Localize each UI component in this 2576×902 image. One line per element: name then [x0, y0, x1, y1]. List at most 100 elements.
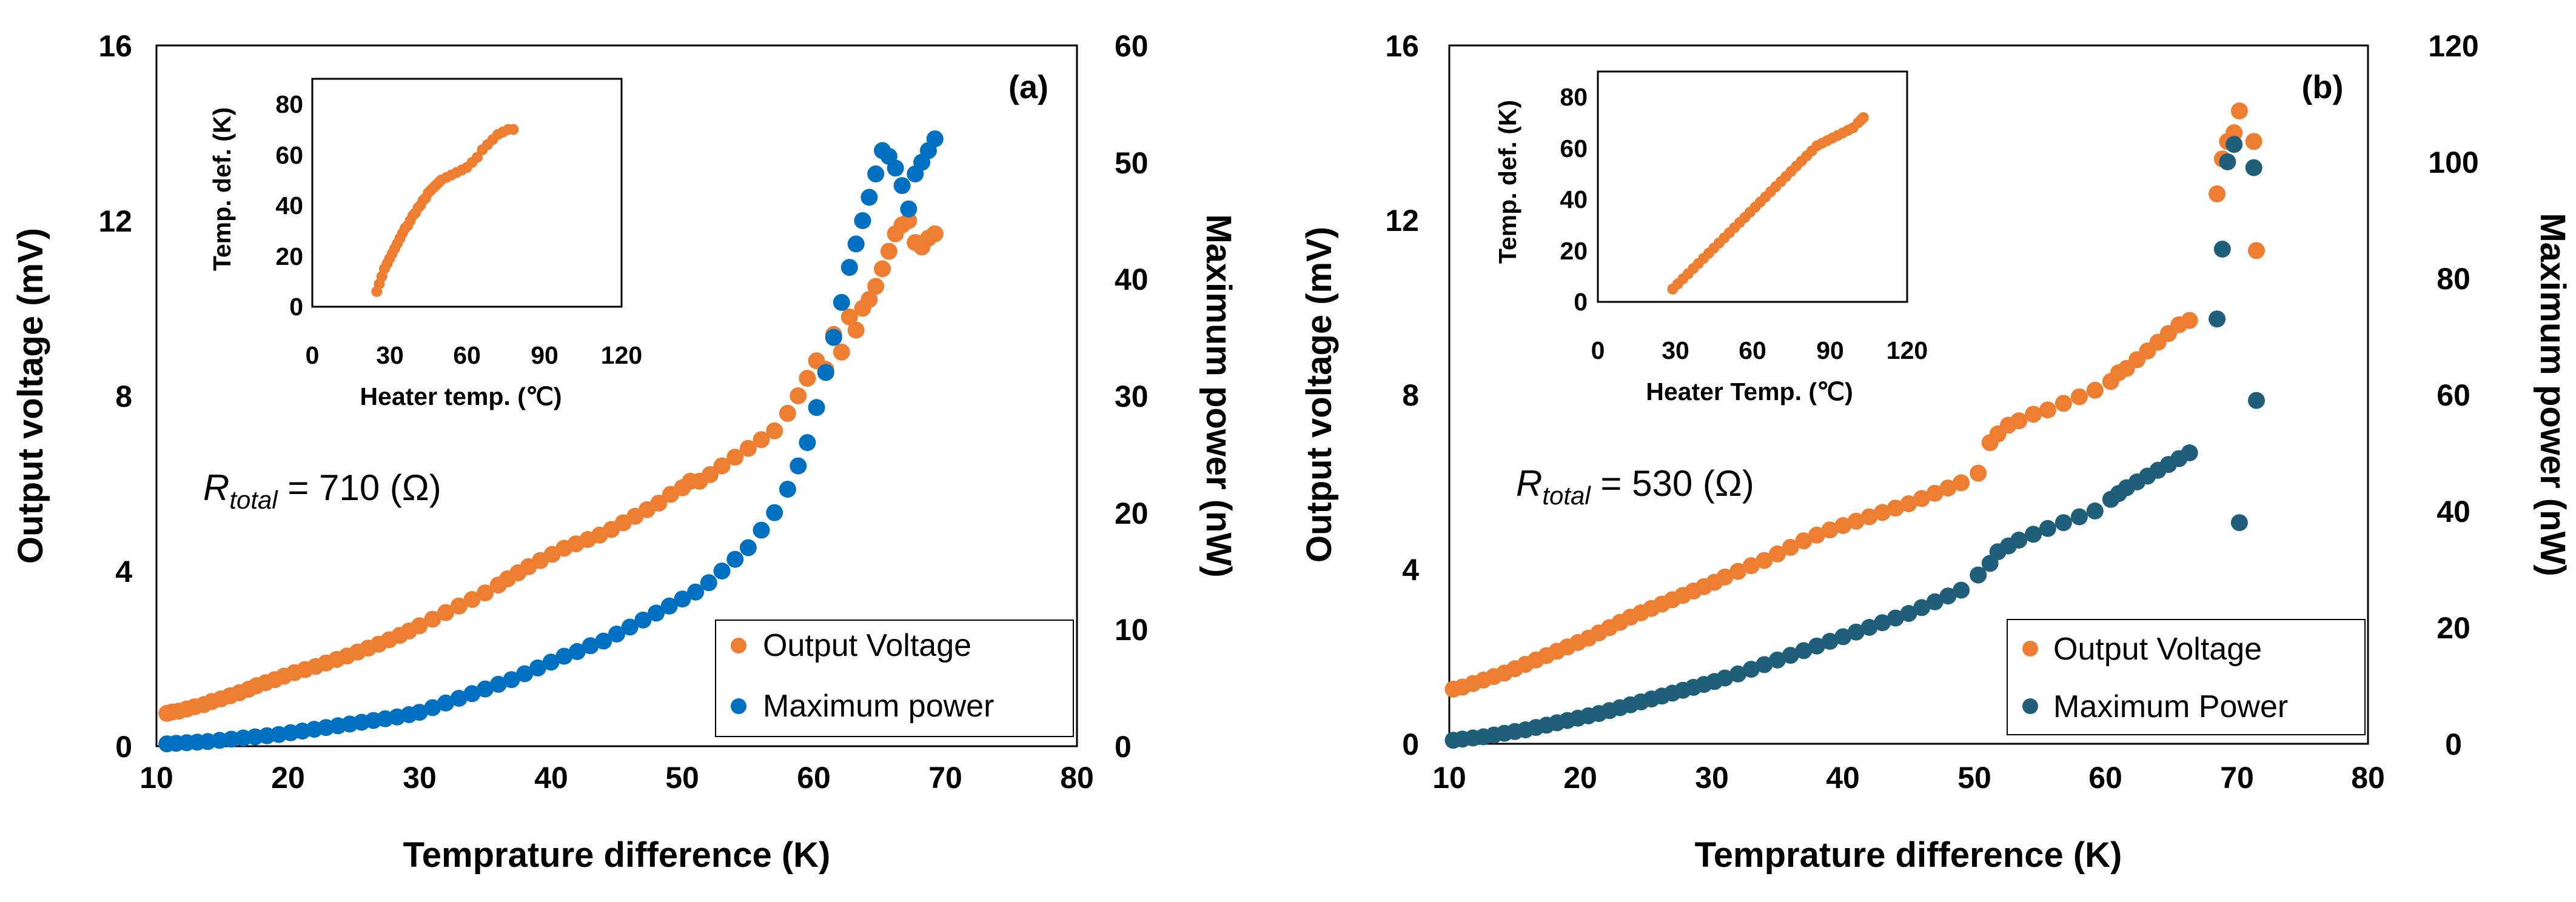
data-point-output-voltage: [2209, 185, 2226, 202]
data-point-maximum-power: [1913, 599, 1931, 616]
data-point-output-voltage: [860, 291, 878, 309]
y-left-axis-label: Output voltage (mV): [11, 228, 50, 564]
data-point-maximum-power: [1887, 609, 1904, 627]
data-point-maximum-power: [867, 165, 885, 182]
inset-y-tick: 80: [1560, 83, 1588, 111]
data-point-maximum-power: [1834, 628, 1852, 646]
y-right-tick: 80: [2437, 262, 2470, 296]
data-point-maximum-power: [2086, 503, 2104, 519]
r-symbol: R: [1516, 463, 1542, 504]
data-point-maximum-power: [1860, 619, 1878, 636]
x-tick: 10: [1432, 761, 1466, 795]
data-point-maximum-power: [516, 665, 534, 683]
data-point-output-voltage: [833, 343, 850, 361]
y-left-tick: 0: [1402, 727, 1419, 761]
data-point-maximum-power: [726, 550, 744, 568]
inset-chart: 0 20 40 60 80 0 30 60 90 120 Heater temp…: [208, 78, 642, 410]
inset-y-tick: 20: [1560, 237, 1588, 265]
data-point-output-voltage: [1742, 557, 1760, 575]
data-point-maximum-power: [2181, 444, 2198, 461]
x-tick: 50: [665, 761, 699, 795]
inset-x-axis-label: Heater Temp. (℃): [1646, 378, 1853, 406]
data-point-maximum-power: [1756, 656, 1773, 673]
x-tick: 10: [139, 761, 173, 795]
data-point-maximum-power: [595, 632, 612, 650]
data-point-maximum-power: [477, 680, 494, 698]
data-point-maximum-power: [660, 597, 678, 615]
y-left-tick: 16: [1385, 29, 1419, 63]
data-point-maximum-power: [799, 434, 816, 452]
inset-series: [1667, 112, 1869, 295]
data-point-output-voltage: [1821, 521, 1839, 539]
inset-x-tick: 0: [306, 341, 320, 369]
y-right-tick: 60: [1115, 29, 1149, 63]
y-right-tick: 60: [2437, 378, 2470, 412]
y-left-tick: 4: [1402, 553, 1419, 587]
data-point-output-voltage: [437, 604, 455, 621]
data-point-maximum-power: [2039, 519, 2056, 537]
inset-series: [371, 124, 519, 297]
legend-marker-output-voltage: [2022, 641, 2038, 656]
x-tick: 30: [1695, 761, 1729, 795]
legend-label-maximum-power: Maximum power: [763, 689, 994, 724]
y-left-tick: 8: [1402, 378, 1419, 412]
data-point-maximum-power: [1900, 605, 1917, 622]
data-point-output-voltage: [926, 225, 944, 242]
y-left-axis-label: Output voltage (mV): [1300, 227, 1339, 563]
data-point-output-voltage: [2039, 401, 2056, 419]
data-point-output-voltage: [1900, 495, 1917, 512]
inset-y-tick: 60: [275, 141, 303, 169]
data-point-maximum-power: [860, 189, 878, 206]
data-point-output-voltage: [2054, 395, 2072, 412]
data-point-output-voltage: [867, 278, 885, 295]
data-point-maximum-power: [687, 583, 705, 601]
x-axis-label: Temprature difference (K): [1695, 835, 2122, 875]
x-tick: 20: [1563, 761, 1597, 795]
data-point-maximum-power: [2219, 153, 2236, 170]
data-point-output-voltage: [790, 387, 807, 404]
data-point-maximum-power: [489, 675, 507, 693]
y-right-tick: 40: [1115, 262, 1149, 296]
data-point-maximum-power: [1953, 581, 1970, 599]
y-right-tick: 120: [2428, 29, 2478, 63]
series-output-voltage: [158, 212, 944, 722]
plot-area: [155, 44, 1078, 747]
data-point-output-voltage: [477, 584, 494, 602]
data-point-maximum-power: [608, 626, 625, 643]
inset-data-point: [1857, 112, 1869, 123]
data-point-maximum-power: [753, 521, 770, 539]
data-point-output-voltage: [1953, 474, 1970, 492]
data-point-maximum-power: [542, 653, 560, 671]
data-point-maximum-power: [1808, 637, 1825, 655]
inset-y-tick: 40: [1560, 185, 1588, 213]
legend-box: [715, 620, 1074, 737]
y-right-tick: 20: [2437, 611, 2470, 645]
legend: Output Voltage Maximum Power: [2007, 619, 2366, 735]
inset-y-tick: 0: [1574, 288, 1588, 316]
data-point-output-voltage: [799, 370, 816, 387]
data-point-maximum-power: [854, 212, 871, 229]
legend-box: [2007, 619, 2366, 735]
y-right-tick: 50: [1115, 146, 1149, 180]
y-right-tick: 10: [1115, 613, 1149, 647]
data-point-output-voltage: [1860, 508, 1878, 526]
data-point-output-voltage: [650, 495, 668, 512]
data-point-output-voltage: [880, 242, 897, 260]
data-point-maximum-power: [779, 481, 796, 498]
legend-marker-maximum-power: [731, 698, 746, 714]
data-point-maximum-power: [648, 604, 665, 622]
data-point-output-voltage: [1716, 569, 1734, 586]
data-point-maximum-power: [450, 690, 468, 707]
legend-label-output-voltage: Output Voltage: [763, 628, 971, 663]
x-tick: 80: [2351, 761, 2385, 795]
x-tick: 20: [271, 761, 305, 795]
data-point-output-voltage: [840, 308, 858, 326]
data-point-output-voltage: [1913, 490, 1931, 507]
inset-x-axis-label: Heater temp. (℃): [360, 383, 562, 410]
y-right-tick: 30: [1115, 379, 1149, 413]
data-point-maximum-power: [2209, 310, 2226, 328]
data-point-output-voltage: [1782, 539, 1799, 556]
data-point-maximum-power: [1782, 647, 1799, 664]
data-point-output-voltage: [739, 439, 757, 457]
